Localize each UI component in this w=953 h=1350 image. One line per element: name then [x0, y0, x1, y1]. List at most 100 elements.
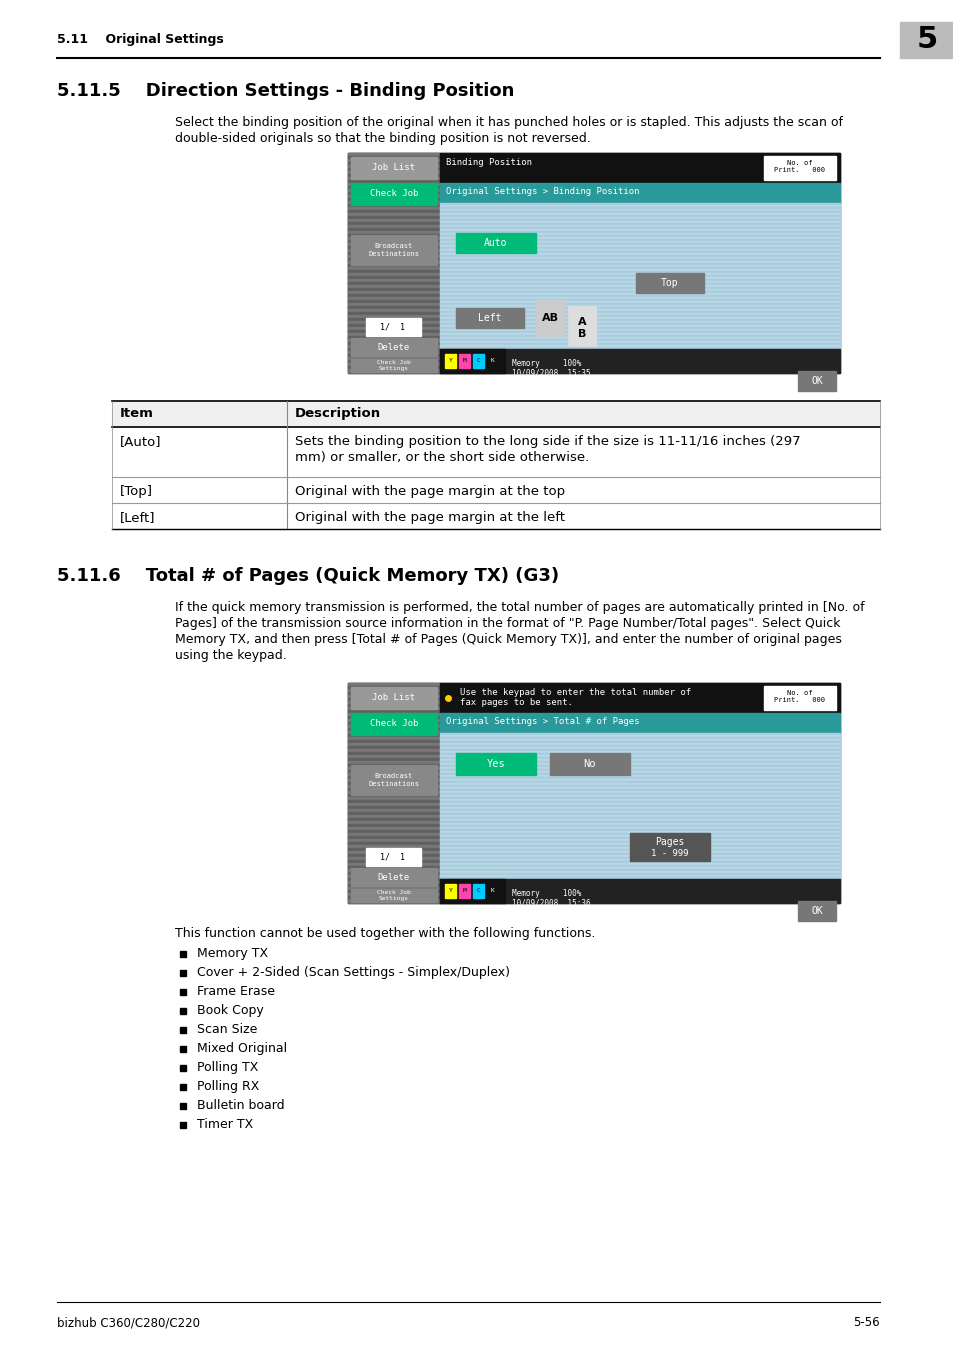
Text: 5.11    Original Settings: 5.11 Original Settings	[57, 34, 224, 46]
Bar	[348, 865, 439, 869]
Text: 10/09/2008  15:36: 10/09/2008 15:36	[512, 898, 590, 907]
Bar	[536, 300, 563, 336]
Bar	[348, 713, 439, 716]
Bar	[348, 312, 439, 315]
Bar	[348, 686, 439, 688]
Bar	[348, 333, 439, 336]
Bar	[348, 324, 439, 327]
Text: 1 - 999: 1 - 999	[651, 849, 688, 859]
Bar	[348, 159, 439, 162]
Text: AB: AB	[541, 313, 558, 323]
Bar	[439, 879, 504, 903]
Bar	[348, 791, 439, 794]
Bar	[348, 892, 439, 896]
Bar	[486, 354, 497, 369]
Bar	[348, 204, 439, 207]
Bar	[348, 162, 439, 165]
Bar	[348, 734, 439, 737]
Text: OK: OK	[810, 906, 822, 917]
Bar	[797, 900, 835, 921]
Text: Yes: Yes	[486, 759, 505, 769]
Bar	[348, 899, 439, 902]
Bar	[348, 884, 439, 887]
Bar	[348, 213, 439, 216]
Bar	[348, 225, 439, 228]
Text: using the keypad.: using the keypad.	[174, 649, 287, 662]
Bar	[348, 693, 439, 695]
Bar	[348, 872, 439, 875]
Bar	[439, 350, 504, 373]
Text: B: B	[578, 329, 585, 339]
Bar	[348, 342, 439, 346]
Bar	[348, 216, 439, 219]
Bar	[348, 270, 439, 273]
Text: 10/09/2008  15:35: 10/09/2008 15:35	[512, 369, 590, 377]
Bar	[348, 755, 439, 757]
Bar	[348, 784, 439, 788]
Text: Mixed Original: Mixed Original	[196, 1042, 287, 1054]
Text: No. of
Print.   000: No. of Print. 000	[774, 690, 824, 703]
Bar	[348, 207, 439, 211]
Text: Delete: Delete	[377, 343, 410, 351]
Bar	[473, 354, 483, 369]
Bar	[348, 288, 439, 292]
Text: Left: Left	[477, 313, 501, 323]
Bar	[348, 186, 439, 189]
Text: Job List: Job List	[372, 694, 416, 702]
Text: Memory     100%: Memory 100%	[512, 359, 580, 369]
Bar	[351, 235, 436, 265]
Text: bizhub C360/C280/C220: bizhub C360/C280/C220	[57, 1316, 200, 1328]
Bar	[348, 833, 439, 836]
Bar	[348, 351, 439, 354]
Bar	[348, 896, 439, 899]
Bar	[348, 855, 439, 857]
Bar	[348, 294, 439, 297]
Bar	[348, 842, 439, 845]
Text: A: A	[578, 317, 586, 327]
Bar	[348, 752, 439, 755]
Text: Description: Description	[294, 406, 381, 420]
Bar	[351, 157, 436, 180]
Text: mm) or smaller, or the short side otherwise.: mm) or smaller, or the short side otherw…	[294, 451, 589, 464]
Bar	[348, 774, 439, 776]
Bar	[348, 339, 439, 342]
Bar	[444, 354, 456, 369]
Bar	[348, 297, 439, 300]
Bar	[348, 703, 439, 707]
Text: Original with the page margin at the left: Original with the page margin at the lef…	[294, 512, 564, 524]
Bar	[348, 267, 439, 270]
Bar	[112, 401, 879, 427]
Bar	[348, 722, 439, 725]
Bar	[348, 743, 439, 747]
Text: Select the binding position of the original when it has punched holes or is stap: Select the binding position of the origi…	[174, 116, 842, 130]
Bar	[348, 815, 439, 818]
Bar	[439, 713, 840, 733]
Text: Auto: Auto	[484, 238, 507, 248]
Text: Bulletin board: Bulletin board	[196, 1099, 284, 1112]
Bar	[348, 201, 439, 204]
Bar	[348, 194, 439, 198]
Bar	[348, 683, 439, 903]
Bar	[348, 221, 439, 225]
Bar	[763, 157, 835, 180]
Text: 1/  1: 1/ 1	[380, 323, 405, 332]
Bar	[456, 234, 536, 252]
Bar	[444, 884, 456, 898]
Bar	[348, 818, 439, 821]
Bar	[348, 850, 439, 855]
Bar	[348, 180, 439, 184]
Text: C: C	[476, 888, 480, 894]
Bar	[348, 695, 439, 698]
Text: Delete: Delete	[377, 872, 410, 882]
Bar	[348, 192, 439, 194]
Bar	[348, 219, 439, 221]
Bar	[348, 809, 439, 811]
Bar	[348, 737, 439, 740]
Bar	[348, 747, 439, 749]
Bar	[348, 769, 439, 774]
Text: Job List: Job List	[372, 163, 416, 173]
Bar	[348, 794, 439, 796]
Bar	[348, 354, 439, 356]
Bar	[348, 821, 439, 824]
Bar	[348, 306, 439, 309]
